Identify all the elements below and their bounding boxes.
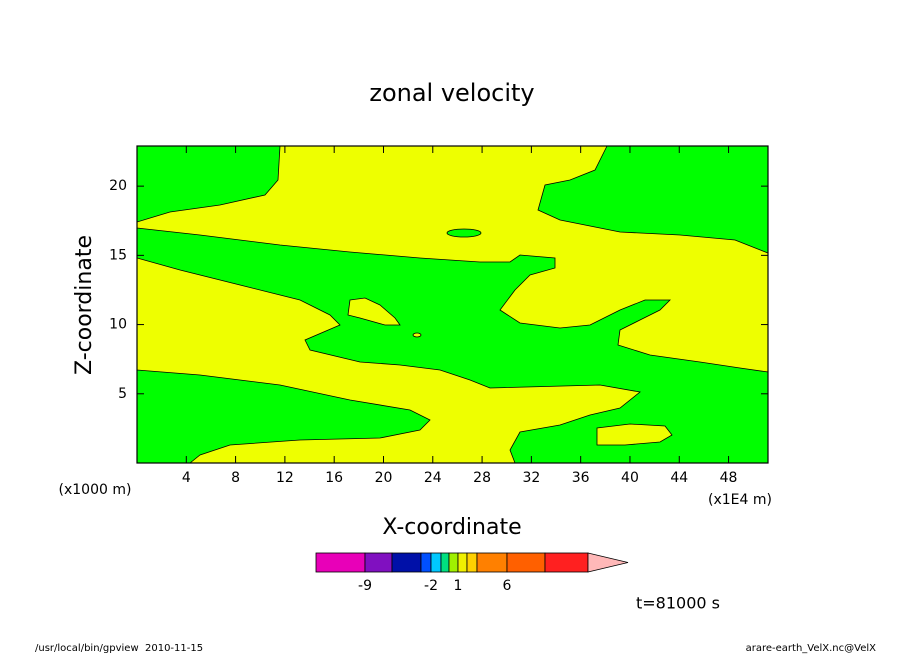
y-axis-label: Z-coordinate [72,235,97,375]
x-tick-label: 24 [424,470,442,486]
colorbar-segment [391,552,422,573]
colorbar-segment [544,552,589,573]
time-label: t=81000 s [636,594,720,613]
colorbar-segment [506,552,546,573]
footer-left: /usr/local/bin/gpview 2010-11-15 [35,643,203,654]
x-tick-label: 44 [670,470,688,486]
region-high [412,332,422,338]
y-tick-label: 15 [109,247,127,263]
colorbar-segment [466,552,478,573]
region-low [136,369,431,464]
colorbar-segment [448,552,459,573]
colorbar-segment [315,552,366,573]
x-tick-label: 48 [720,470,738,486]
x-axis-label: X-coordinate [382,515,521,540]
colorbar-tick-label: -9 [358,578,372,594]
y-tick-label: 20 [109,178,127,194]
region-high [596,423,673,446]
x-tick-label: 16 [325,470,343,486]
x-tick-label: 20 [375,470,393,486]
region-low [136,227,769,464]
colorbar-segment [430,552,442,573]
region-low [136,145,281,223]
colorbar-tick-label: -2 [424,578,438,594]
chart-title: zonal velocity [369,79,534,107]
colorbar-segment [364,552,393,573]
x-tick-label: 12 [276,470,294,486]
x-tick-label: 8 [231,470,240,486]
region-high [347,297,401,326]
x-tick-label: 32 [522,470,540,486]
region-low [446,228,482,238]
x-tick-label: 28 [473,470,491,486]
colorbar: -9 -2 1 6 [315,552,629,594]
colorbar-segment [420,552,432,573]
contour-field [136,145,769,464]
colorbar-segment [440,552,450,573]
x-tick-label: 36 [572,470,590,486]
colorbar-tick-label: 1 [454,578,463,594]
colorbar-extension [587,552,629,573]
colorbar-segment [476,552,508,573]
colorbar-segment [457,552,468,573]
plot-frame [136,145,769,464]
x-tick-label: 40 [621,470,639,486]
y-tick-label: 10 [109,317,127,333]
colorbar-tick-label: 6 [503,578,512,594]
y-tick-label: 5 [118,386,127,402]
x-tick-label: 4 [182,470,191,486]
x-unit: (x1000 m) [59,482,132,498]
x-unit: (x1E4 m) [708,492,772,508]
footer-right: arare-earth_VelX.nc@VelX [746,643,877,654]
